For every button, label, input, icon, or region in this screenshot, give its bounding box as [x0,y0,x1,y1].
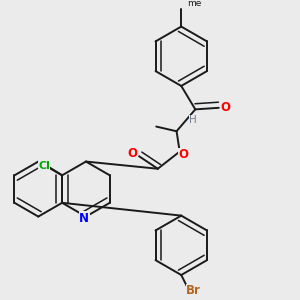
Text: me: me [187,0,201,8]
Text: N: N [80,212,89,225]
Text: H: H [189,115,197,125]
Text: Cl: Cl [38,161,50,171]
Text: Br: Br [186,284,201,297]
Text: O: O [178,148,188,161]
Text: O: O [220,101,231,114]
Text: O: O [128,147,138,160]
